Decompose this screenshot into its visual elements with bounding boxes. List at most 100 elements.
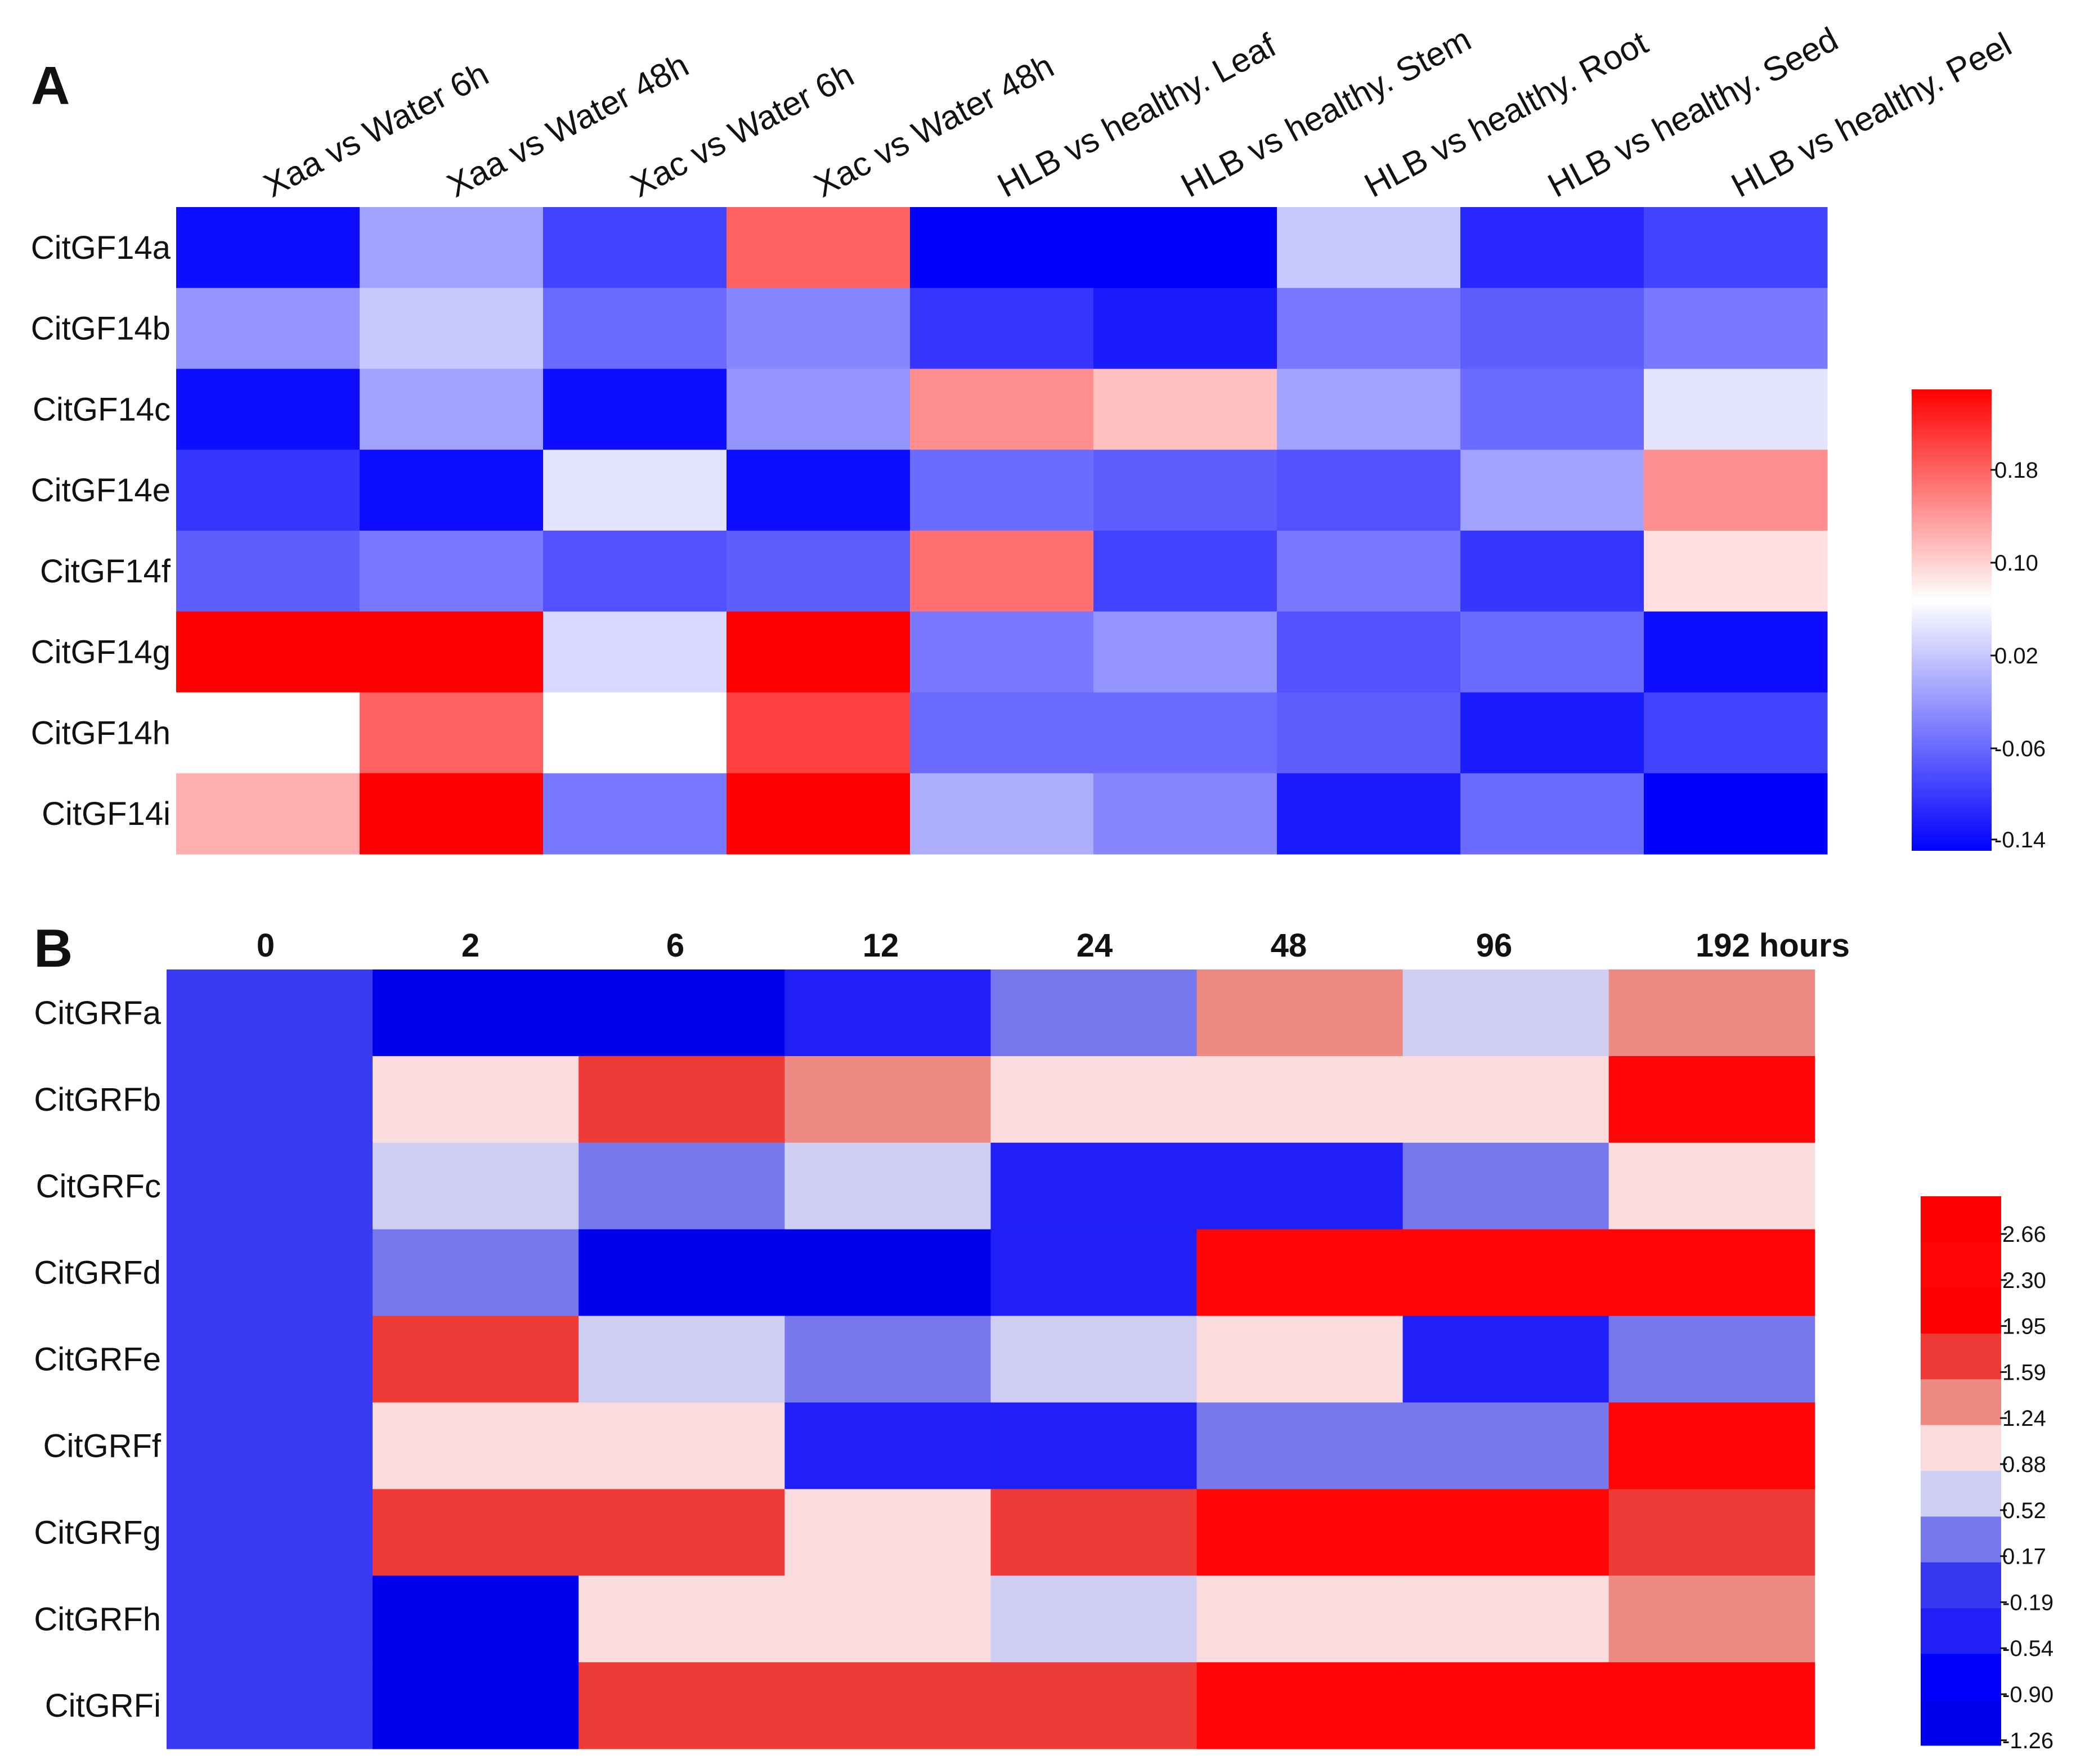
colorbar-tick-label: 0.18	[1994, 458, 2038, 483]
colorbar-step	[1921, 1699, 2001, 1746]
heatmap-cell	[167, 969, 373, 1057]
heatmap-cell	[1460, 369, 1644, 450]
heatmap-cell	[1608, 1576, 1815, 1663]
row-label: CitGRFa	[34, 995, 161, 1031]
heatmap-cell	[1277, 207, 1461, 289]
heatmap-cell	[727, 692, 911, 774]
heatmap-cell	[360, 450, 544, 531]
heatmap-cell	[360, 288, 544, 369]
heatmap-cell	[784, 1229, 991, 1317]
colorbar-step	[1921, 1242, 2001, 1289]
heatmap-cell	[1460, 611, 1644, 693]
heatmap-cell	[784, 1142, 991, 1230]
heatmap-cell	[1644, 531, 1828, 612]
heatmap-cell	[543, 692, 727, 774]
row-label: CitGF14f	[40, 553, 171, 590]
row-label: CitGRFe	[34, 1341, 161, 1378]
panel-b-colorbar	[1921, 1196, 2001, 1746]
heatmap-cell	[360, 531, 544, 612]
colorbar-tick-label: -0.06	[1994, 737, 2046, 761]
row-label: CitGRFg	[34, 1514, 161, 1551]
heatmap-cell	[1277, 369, 1461, 450]
heatmap-cell	[1644, 288, 1828, 369]
heatmap-cell	[360, 611, 544, 693]
heatmap-cell	[1093, 773, 1277, 855]
row-label: CitGF14b	[31, 311, 171, 347]
heatmap-cell	[1402, 1316, 1609, 1403]
heatmap-cell	[1644, 773, 1828, 855]
colorbar-step	[1921, 1334, 2001, 1380]
column-label: 96	[1476, 927, 1513, 964]
heatmap-cell	[910, 773, 1094, 855]
colorbar-tick-label: 0.10	[1994, 551, 2038, 576]
heatmap-cell	[543, 531, 727, 612]
heatmap-cell	[990, 1229, 1197, 1317]
heatmap-cell	[373, 1662, 579, 1749]
colorbar-tick-label: 1.95	[2002, 1314, 2046, 1339]
colorbar-step	[1921, 1425, 2001, 1471]
row-label: CitGRFh	[34, 1601, 161, 1637]
heatmap-cell	[579, 1142, 785, 1230]
heatmap-cell	[727, 611, 911, 693]
heatmap-cell	[1402, 1489, 1609, 1576]
heatmap-cell	[373, 1316, 579, 1403]
colorbar-step	[1921, 1516, 2001, 1563]
heatmap-cell	[1402, 1662, 1609, 1749]
heatmap-cell	[1277, 773, 1461, 855]
colorbar-tick-label: 0.88	[2002, 1452, 2046, 1477]
colorbar-step	[1921, 1196, 2001, 1242]
heatmap-cell	[176, 611, 360, 693]
column-label: 192 hours	[1696, 927, 1850, 964]
column-label: HLB vs healthy. Seed	[1542, 20, 1844, 205]
heatmap-cell	[1196, 1229, 1404, 1317]
heatmap-cell	[784, 1402, 991, 1489]
heatmap-cell	[1608, 1056, 1815, 1143]
heatmap-cell	[543, 207, 727, 289]
heatmap-cell	[373, 1402, 579, 1489]
heatmap-cell	[1460, 773, 1644, 855]
heatmap-cell	[1196, 969, 1404, 1057]
colorbar-step	[1921, 1562, 2001, 1609]
heatmap-cell	[176, 288, 360, 369]
heatmap-cell	[579, 1662, 785, 1749]
heatmap-cell	[1277, 692, 1461, 774]
heatmap-cell	[1402, 969, 1609, 1057]
column-label: 48	[1271, 927, 1307, 964]
colorbar-step	[1921, 1654, 2001, 1700]
column-label: 6	[666, 927, 684, 964]
heatmap-cell	[579, 1489, 785, 1576]
heatmap-cell	[543, 450, 727, 531]
heatmap-cell	[373, 1229, 579, 1317]
heatmap-cell	[1608, 1489, 1815, 1576]
heatmap-cell	[176, 369, 360, 450]
heatmap-cell	[176, 692, 360, 774]
heatmap-cell	[784, 1662, 991, 1749]
heatmap-cell	[1093, 692, 1277, 774]
heatmap-cell	[1277, 450, 1461, 531]
heatmap-cell	[543, 611, 727, 693]
heatmap-cell	[990, 1142, 1197, 1230]
panel-a-colorbar-ticks: 0.18 0.10 0.02 -0.06 -0.14	[1990, 458, 2046, 852]
heatmap-cell	[167, 1056, 373, 1143]
column-label: 0	[257, 927, 275, 964]
heatmap-cell	[1196, 1316, 1404, 1403]
heatmap-cell	[1093, 611, 1277, 693]
row-label: CitGF14e	[31, 472, 171, 509]
colorbar-tick-label: -0.19	[2002, 1590, 2053, 1615]
heatmap-cell	[910, 692, 1094, 774]
heatmap-cell	[373, 1576, 579, 1663]
heatmap-cell	[1402, 1402, 1609, 1489]
colorbar-tick-label: -1.26	[2002, 1729, 2053, 1753]
heatmap-cell	[1460, 450, 1644, 531]
row-label: CitGRFi	[45, 1687, 161, 1724]
heatmap-cell	[1608, 1402, 1815, 1489]
heatmap-cell	[543, 288, 727, 369]
heatmap-cell	[167, 1229, 373, 1317]
panel-b: B 0 2 6 12 24 48 96 192 hours CitGRFaCitGRFbCit…	[34, 918, 2053, 1753]
column-label: 24	[1077, 927, 1113, 964]
heatmap-cell	[990, 1576, 1197, 1663]
heatmap-cell	[360, 692, 544, 774]
row-label: CitGRFc	[36, 1168, 161, 1205]
heatmap-cell	[990, 1402, 1197, 1489]
